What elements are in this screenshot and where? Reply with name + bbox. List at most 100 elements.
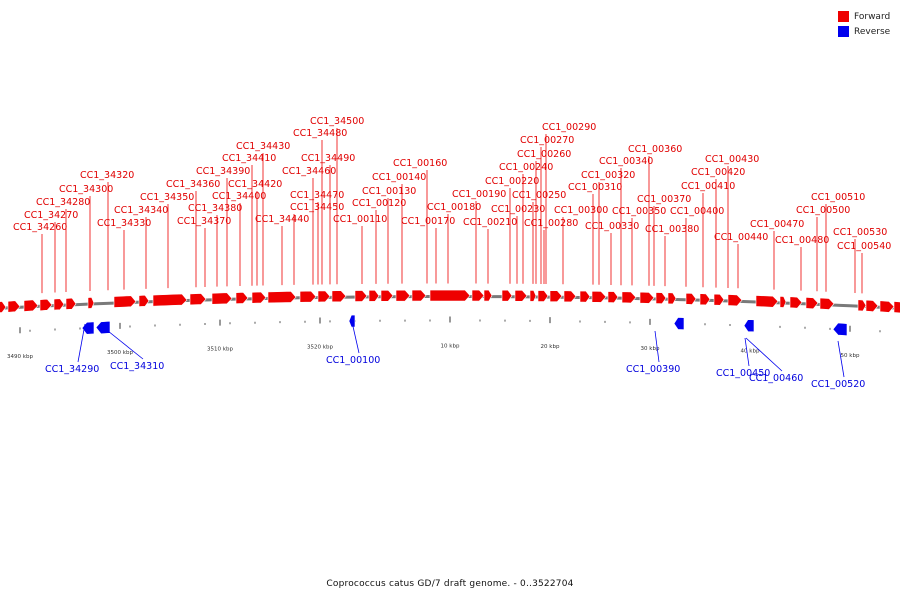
forward-gene-label: CC1_34460 (282, 166, 336, 177)
forward-gene-label: CC1_34260 (13, 222, 67, 233)
forward-gene-arrow (713, 293, 725, 306)
forward-gene-label: CC1_34350 (140, 192, 194, 203)
forward-gene-arrow (667, 292, 677, 305)
forward-gene-arrow (549, 290, 563, 303)
reverse-gene-leader (351, 321, 360, 354)
forward-gene-label: CC1_00140 (372, 172, 426, 183)
reverse-gene-leader (102, 326, 144, 360)
forward-gene-arrow (53, 298, 65, 311)
forward-gene-arrow (819, 297, 835, 310)
forward-gene-label: CC1_00370 (637, 194, 691, 205)
scale-tick-label: 50 kbp (841, 353, 860, 359)
forward-gene-label: CC1_00110 (333, 214, 387, 225)
forward-gene-label: CC1_34320 (80, 170, 134, 181)
reverse-gene-label: CC1_00450 (716, 368, 770, 379)
scale-tick-label: 3500 kbp (107, 350, 133, 356)
forward-gene-label: CC1_34500 (310, 116, 364, 127)
forward-gene-label: CC1_00360 (628, 144, 682, 155)
forward-gene-label: CC1_00500 (796, 205, 850, 216)
forward-gene-arrow (380, 289, 394, 302)
forward-gene-label: CC1_34360 (166, 179, 220, 190)
forward-gene-arrow (235, 292, 249, 304)
forward-gene-label: CC1_34270 (24, 210, 78, 221)
forward-gene-arrow (39, 298, 53, 312)
forward-gene-label: CC1_34490 (301, 153, 355, 164)
forward-gene-label: CC1_34300 (59, 184, 113, 195)
forward-gene-arrow (87, 297, 95, 309)
forward-gene-label: CC1_00130 (362, 186, 416, 197)
forward-gene-arrow (7, 300, 21, 313)
forward-gene-label: CC1_34470 (290, 190, 344, 201)
forward-gene-arrow (354, 290, 368, 302)
forward-gene-arrow (211, 292, 233, 305)
forward-gene-label: CC1_00380 (645, 224, 699, 235)
forward-gene-arrow (579, 290, 591, 303)
forward-gene-label: CC1_00160 (393, 158, 447, 169)
scale-tick-label: 10 kbp (441, 344, 460, 350)
scale-tick-label: 3510 kbp (207, 347, 233, 353)
forward-gene-arrow (189, 293, 207, 306)
forward-gene-arrow (879, 300, 895, 313)
reverse-gene-label: CC1_00520 (811, 379, 865, 390)
forward-gene-label: CC1_34450 (290, 202, 344, 213)
forward-gene-arrow (865, 299, 879, 312)
reverse-gene-label: CC1_00100 (326, 355, 380, 366)
forward-gene-arrow (368, 289, 380, 302)
forward-gene-arrow (857, 299, 867, 312)
forward-gene-label: CC1_00330 (585, 221, 639, 232)
forward-gene-label: CC1_00470 (750, 219, 804, 230)
forward-gene-arrow (529, 290, 537, 302)
reverse-gene-leader (654, 330, 660, 363)
forward-gene-label: CC1_00410 (681, 181, 735, 192)
forward-gene-arrow (65, 297, 77, 310)
forward-gene-arrow (639, 291, 655, 304)
legend-label-reverse: Reverse (854, 26, 891, 37)
forward-gene-arrow (537, 290, 549, 302)
forward-gene-label: CC1_00320 (581, 170, 635, 181)
forward-gene-label: CC1_00260 (517, 149, 571, 160)
forward-gene-label: CC1_00220 (485, 176, 539, 187)
forward-gene-arrow (727, 294, 743, 307)
forward-gene-arrow (501, 289, 513, 302)
forward-gene-arrow (152, 293, 188, 307)
scale-tick-label: 3490 kbp (7, 354, 33, 360)
forward-gene-arrow (299, 290, 317, 303)
forward-gene-label: CC1_00180 (427, 202, 481, 213)
reverse-gene-arrow (673, 317, 685, 330)
forward-gene-label: CC1_00230 (491, 204, 545, 215)
forward-gene-label: CC1_00310 (568, 182, 622, 193)
forward-gene-arrow (779, 295, 787, 308)
forward-gene-arrow (699, 293, 711, 306)
forward-gene-label: CC1_34480 (293, 128, 347, 139)
forward-gene-label: CC1_34370 (177, 216, 231, 227)
forward-gene-arrow (563, 290, 577, 303)
forward-gene-arrow (471, 289, 485, 302)
forward-gene-label: CC1_34380 (188, 203, 242, 214)
reverse-gene-label: CC1_34310 (110, 361, 164, 372)
forward-gene-arrow (591, 290, 607, 303)
reverse-swatch (838, 26, 849, 37)
legend: Forward Reverse (838, 9, 890, 39)
reverse-gene-label: CC1_00390 (626, 364, 680, 375)
forward-gene-label: CC1_00530 (833, 227, 887, 238)
forward-gene-arrow (789, 296, 803, 309)
genome-caption: Coprococcus catus GD/7 draft genome. - 0… (326, 579, 574, 589)
forward-gene-label: CC1_34390 (196, 166, 250, 177)
reverse-gene-leader (837, 340, 845, 378)
reverse-gene-label: CC1_00460 (749, 373, 803, 384)
forward-gene-arrow (805, 297, 819, 310)
forward-gene-arrow (655, 292, 667, 305)
forward-gene-label: CC1_00340 (599, 156, 653, 167)
forward-swatch (838, 11, 849, 22)
forward-gene-label: CC1_34280 (36, 197, 90, 208)
forward-gene-label: CC1_34410 (222, 153, 276, 164)
forward-gene-arrow (317, 290, 331, 303)
forward-gene-label: CC1_34340 (114, 205, 168, 216)
forward-gene-label: CC1_00400 (670, 206, 724, 217)
forward-gene-arrow (0, 301, 7, 313)
forward-gene-label: CC1_34440 (255, 214, 309, 225)
forward-gene-arrow (755, 295, 779, 308)
scale-tick-label: 40 kbp (741, 349, 760, 355)
reverse-gene-leader (77, 323, 86, 363)
